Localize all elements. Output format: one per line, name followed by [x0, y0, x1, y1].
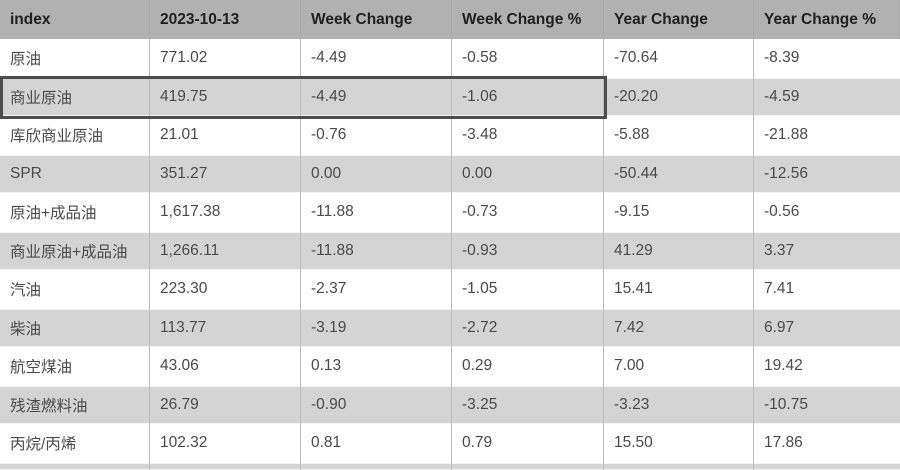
- table-cell: 商业原油+成品油: [0, 231, 150, 270]
- table-cell: -0.76: [301, 116, 452, 155]
- table-row[interactable]: 丙烷/丙烯 102.32 0.81 0.79 15.50 17.86: [0, 424, 900, 463]
- table-cell: -0.90: [301, 385, 452, 424]
- table-cell: 0.79: [452, 424, 604, 463]
- table-cell: 汽油: [0, 270, 150, 309]
- table-cell: 库欣商业原油: [0, 116, 150, 155]
- table-cell: 原油+成品油: [0, 193, 150, 232]
- table-cell: -0.93: [452, 231, 604, 270]
- table-cell: 航空煤油: [0, 347, 150, 386]
- column-header-year-change-pct: Year Change %: [754, 0, 900, 39]
- table-cell: -4.49: [301, 77, 452, 116]
- table-cell: -11.88: [301, 231, 452, 270]
- table-row[interactable]: 库欣商业原油 21.01 -0.76 -3.48 -5.88 -21.88: [0, 116, 900, 155]
- table-cell: -1.06: [452, 77, 604, 116]
- table-cell: -3.48: [452, 116, 604, 155]
- table-cell: 0.00: [452, 154, 604, 193]
- table-cell: 102.32: [150, 424, 301, 463]
- table-cell: 7.42: [604, 308, 754, 347]
- table-cell: [754, 463, 900, 470]
- column-header-index: index: [0, 0, 150, 39]
- table-cell: 351.27: [150, 154, 301, 193]
- table-cell: -0.58: [452, 39, 604, 78]
- table-row[interactable]: 汽油 223.30 -2.37 -1.05 15.41 7.41: [0, 270, 900, 309]
- table-cell: 43.06: [150, 347, 301, 386]
- table-cell: 771.02: [150, 39, 301, 78]
- table-cell: 17.86: [764, 434, 803, 452]
- table-cell: 0.00: [301, 154, 452, 193]
- table-cell: 丙烷/丙烯: [0, 424, 150, 463]
- table-cell: 21.01: [150, 116, 301, 155]
- table-cell: 41.29: [604, 231, 754, 270]
- table-cell: 0.81: [301, 424, 452, 463]
- table-cell: 15.50: [604, 424, 754, 463]
- table-row[interactable]: 航空煤油 43.06 0.13 0.29 7.00 19.42: [0, 347, 900, 386]
- table-cell: -70.64: [604, 39, 754, 78]
- table-cell: -50.44: [604, 154, 754, 193]
- partial-next-row: [0, 462, 900, 470]
- table-cell: [452, 462, 604, 470]
- table-cell: 残渣燃料油: [0, 385, 150, 424]
- table-row[interactable]: 残渣燃料油 26.79 -0.90 -3.25 -3.23 -10.75: [0, 385, 900, 424]
- table-cell: 223.30: [150, 270, 301, 309]
- table-cell: 15.41: [604, 270, 754, 309]
- table-cell: -12.56: [764, 164, 808, 182]
- table-cell: -3.23: [604, 385, 754, 424]
- table-cell: -11.88: [301, 193, 452, 232]
- table-cell: 6.97: [764, 318, 795, 336]
- table-cell: -0.73: [452, 193, 604, 232]
- table-cell: -3.19: [301, 308, 452, 347]
- table-cell: SPR: [0, 154, 150, 193]
- table-cell: -9.15: [604, 193, 754, 232]
- column-header-year-change: Year Change: [604, 0, 754, 39]
- table-cell: -0.56: [764, 203, 800, 221]
- table-cell: 3.37: [764, 241, 795, 259]
- table-cell: -3.25: [452, 385, 604, 424]
- table-cell: [0, 462, 150, 470]
- table-cell: 19.42: [764, 357, 803, 375]
- table-cell: -2.72: [452, 308, 604, 347]
- inventory-table-body: 原油 771.02 -4.49 -0.58 -70.64 -8.39 商业原油 …: [0, 39, 900, 463]
- table-cell: -20.20: [604, 77, 754, 116]
- column-header-date: 2023-10-13: [150, 0, 301, 39]
- table-row[interactable]: 商业原油 419.75 -4.49 -1.06 -20.20 -4.59: [0, 77, 900, 116]
- column-header-week-change: Week Change: [301, 0, 452, 39]
- table-cell: -4.49: [301, 39, 452, 78]
- table-cell: 113.77: [150, 308, 301, 347]
- table-cell: -4.59: [764, 87, 800, 105]
- table-cell: [301, 462, 452, 470]
- table-cell: 1,266.11: [150, 231, 301, 270]
- table-cell: 419.75: [150, 77, 301, 116]
- table-cell: 1,617.38: [150, 193, 301, 232]
- table-row[interactable]: 商业原油+成品油 1,266.11 -11.88 -0.93 41.29 3.3…: [0, 231, 900, 270]
- table-cell: [604, 462, 754, 470]
- table-cell: -10.75: [764, 395, 808, 413]
- table-cell: 7.00: [604, 347, 754, 386]
- table-cell: 26.79: [150, 385, 301, 424]
- table-cell: -1.05: [452, 270, 604, 309]
- table-cell: -2.37: [301, 270, 452, 309]
- column-header-week-change-pct: Week Change %: [452, 0, 604, 39]
- table-header-row: index 2023-10-13 Week Change Week Change…: [0, 0, 900, 39]
- table-row[interactable]: 原油 771.02 -4.49 -0.58 -70.64 -8.39: [0, 39, 900, 78]
- table-cell: 柴油: [0, 308, 150, 347]
- table-cell: [150, 462, 301, 470]
- table-cell: 7.41: [764, 280, 795, 298]
- table-row[interactable]: 原油+成品油 1,617.38 -11.88 -0.73 -9.15 -0.56: [0, 193, 900, 232]
- table-cell: -8.39: [764, 49, 800, 67]
- table-cell: -5.88: [604, 116, 754, 155]
- table-row[interactable]: SPR 351.27 0.00 0.00 -50.44 -12.56: [0, 154, 900, 193]
- table-cell: 商业原油: [0, 77, 150, 116]
- table-row[interactable]: 柴油 113.77 -3.19 -2.72 7.42 6.97: [0, 308, 900, 347]
- table-cell: 0.29: [452, 347, 604, 386]
- table-cell: 0.13: [301, 347, 452, 386]
- table-cell: -21.88: [764, 126, 808, 144]
- table-cell: 原油: [0, 39, 150, 78]
